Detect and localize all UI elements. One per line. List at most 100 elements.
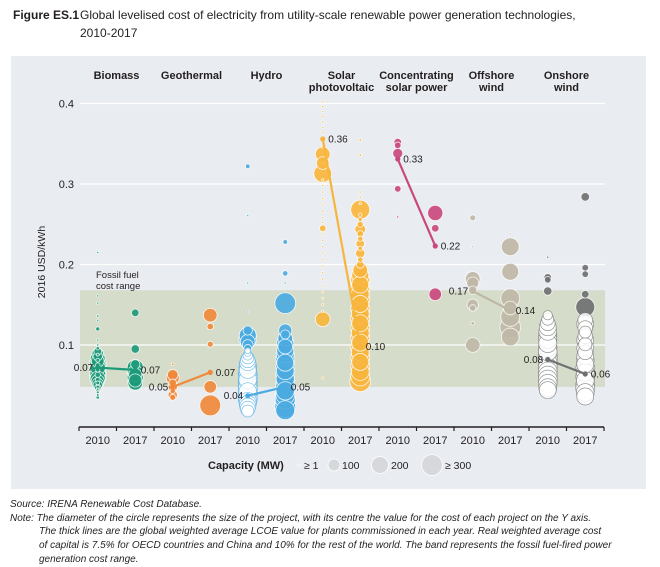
y-tick-label: 0.2 (59, 260, 74, 272)
project-bubble-hydro-2017 (275, 381, 295, 401)
project-bubble-biomass-2010 (96, 301, 100, 305)
legend-item-label: ≥ 1 (304, 460, 319, 472)
weighted-average-point-solar-pv-2017 (357, 344, 363, 350)
project-bubble-offshore-wind-2017 (500, 327, 520, 347)
note-line: Note: The diameter of the circle represe… (10, 512, 592, 524)
project-bubble-csp-2017 (427, 204, 444, 221)
average-layer (95, 136, 588, 399)
weighted-average-label-csp-2017: 0.22 (441, 241, 461, 252)
weighted-average-point-offshore-wind-2017 (507, 307, 513, 313)
project-bubble-hydro-2017 (282, 270, 289, 277)
project-bubble-solar-pv-2010 (321, 209, 325, 213)
project-bubble-onshore-wind-2017 (581, 264, 589, 272)
project-bubble-hydro-2010 (246, 281, 250, 285)
project-bubble-onshore-wind-2010 (542, 310, 553, 321)
project-bubble-solar-pv-2010 (321, 309, 325, 313)
project-bubble-biomass-2010 (96, 250, 100, 254)
weighted-average-line-csp (396, 157, 437, 248)
project-bubble-offshore-wind-2010 (471, 245, 475, 249)
weighted-average-label-biomass-2017: 0.07 (141, 365, 161, 376)
weighted-average-label-onshore-wind-2017: 0.06 (591, 369, 611, 380)
category-header-onshore-wind: wind (553, 82, 579, 94)
project-bubble-solar-pv-2010 (321, 120, 325, 124)
weighted-average-label-csp-2010: 0.33 (403, 155, 423, 166)
category-header-solar-pv: photovoltaic (309, 82, 374, 94)
category-header-geothermal: Geothermal (161, 70, 222, 82)
project-bubble-biomass-2010 (96, 338, 100, 342)
project-bubble-csp-2017 (428, 287, 442, 301)
weighted-average-line-solar-pv (321, 137, 362, 348)
project-bubble-solar-pv-2010 (321, 245, 325, 249)
project-bubble-solar-pv-2010 (321, 303, 325, 307)
category-header-solar-pv: Solar (328, 70, 356, 82)
project-bubble-solar-pv-2010 (321, 238, 325, 242)
project-bubble-hydro-2010 (246, 213, 250, 217)
weighted-average-point-csp-2010 (395, 156, 401, 162)
weighted-average-label-solar-pv-2010: 0.36 (328, 134, 348, 145)
legend-size-marker (327, 458, 341, 472)
weighted-average-label-offshore-wind-2010: 0.17 (449, 287, 469, 298)
project-bubble-offshore-wind-2017 (500, 237, 520, 257)
project-bubble-solar-pv-2010 (321, 221, 325, 225)
project-bubble-solar-pv-2010 (321, 196, 325, 200)
weighted-average-line-biomass (96, 366, 137, 372)
note-line: The thick lines are the global weighted … (39, 526, 602, 538)
project-bubble-biomass-2010 (95, 352, 100, 357)
note-line: of capital is 7.5% for OECD countries an… (39, 540, 612, 552)
project-bubble-solar-pv-2010 (321, 251, 325, 255)
project-bubble-onshore-wind-2017 (578, 325, 592, 339)
project-bubble-solar-pv-2017 (357, 245, 363, 252)
project-bubble-solar-pv-2010 (321, 110, 325, 114)
figure-title: Global levelised cost of electricity fro… (80, 6, 576, 42)
project-bubble-solar-pv-2017 (358, 190, 362, 194)
category-header-offshore-wind: wind (478, 82, 504, 94)
project-bubble-solar-pv-2010 (321, 277, 325, 281)
weighted-average-point-onshore-wind-2017 (582, 371, 588, 377)
project-bubble-hydro-2010 (245, 163, 251, 170)
weighted-average-label-hydro-2017: 0.05 (291, 382, 311, 393)
weighted-average-line-geothermal (171, 371, 212, 388)
note-line: generation cost range. (39, 553, 139, 565)
project-bubble-geothermal-2017 (206, 340, 214, 348)
project-bubble-solar-pv-2010 (321, 178, 325, 182)
category-header-csp: Concentrating (379, 70, 454, 82)
project-bubble-geothermal-2010 (169, 393, 177, 401)
project-bubble-biomass-2010 (95, 326, 101, 332)
legend-item-label: 100 (342, 460, 360, 472)
weighted-average-point-biomass-2017 (132, 367, 138, 373)
x-tick-label-2010: 2010 (236, 435, 260, 447)
category-header-onshore-wind: Onshore (544, 70, 589, 82)
weighted-average-line-offshore-wind (471, 289, 512, 312)
weighted-average-point-hydro-2010 (245, 393, 251, 399)
project-bubble-hydro-2017 (283, 281, 287, 285)
project-bubble-geothermal-2017 (203, 307, 218, 323)
project-bubble-biomass-2010 (96, 319, 100, 323)
category-header-biomass: Biomass (94, 70, 140, 82)
weighted-average-line-hydro (246, 385, 287, 397)
source-note: Source: IRENA Renewable Cost Database. (10, 499, 202, 510)
project-bubble-csp-2010 (394, 185, 402, 193)
weighted-average-point-hydro-2017 (282, 384, 288, 390)
x-tick-label-2017: 2017 (198, 435, 222, 447)
project-bubble-onshore-wind-2017 (580, 192, 590, 202)
x-tick-label-2010: 2010 (461, 435, 485, 447)
chart-panel-background (11, 56, 646, 489)
capacity-legend: Capacity (MW) ≥ 1 100 200 ≥ 300 (208, 454, 471, 476)
project-bubble-onshore-wind-2017 (581, 270, 589, 278)
project-bubble-solar-pv-2017 (357, 216, 363, 222)
project-bubble-biomass-2010 (96, 343, 100, 347)
project-bubble-biomass-2010 (94, 371, 101, 378)
project-bubble-biomass-2010 (96, 387, 100, 391)
project-bubble-hydro-2017 (274, 292, 297, 314)
project-bubble-csp-2010 (394, 141, 402, 150)
project-bubble-solar-pv-2010 (321, 114, 325, 118)
legend-size-marker (297, 463, 301, 467)
project-bubble-solar-pv-2010 (321, 271, 325, 275)
weighted-average-line-onshore-wind (546, 358, 587, 376)
project-bubble-solar-pv-2010 (321, 203, 325, 207)
grid-layer (80, 102, 605, 346)
project-bubble-offshore-wind-2010 (465, 337, 481, 353)
project-bubble-onshore-wind-2017 (578, 337, 593, 352)
project-bubble-solar-pv-2010 (321, 105, 325, 109)
